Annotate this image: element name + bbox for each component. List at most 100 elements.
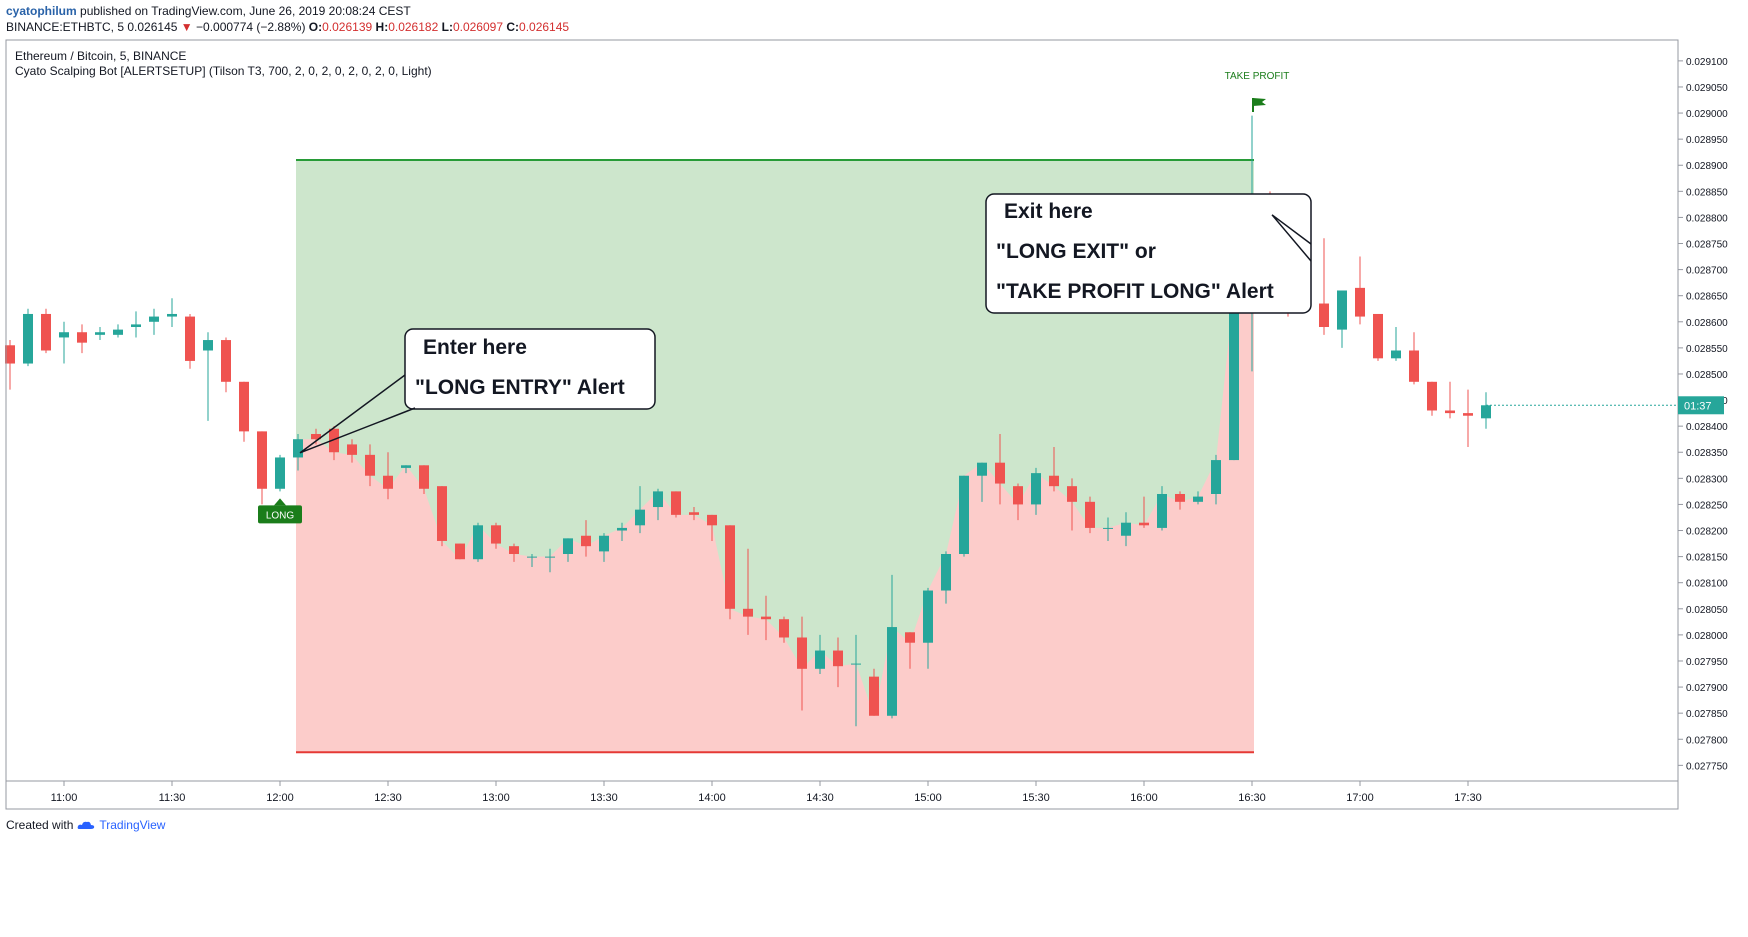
price-tick-label: 0.028800 bbox=[1686, 213, 1728, 224]
price-tick-label: 0.027800 bbox=[1686, 735, 1728, 746]
candle-body bbox=[131, 324, 141, 328]
high-label: H: bbox=[375, 20, 389, 34]
candle bbox=[203, 332, 213, 421]
candle-body bbox=[941, 554, 951, 591]
candle bbox=[95, 327, 105, 341]
long-marker[interactable] bbox=[258, 505, 302, 524]
candle-body bbox=[707, 514, 717, 526]
candle bbox=[1121, 512, 1131, 547]
candle bbox=[149, 308, 159, 335]
candle-body bbox=[77, 332, 87, 343]
candle bbox=[545, 548, 555, 573]
price-tick-label: 0.028750 bbox=[1686, 240, 1728, 251]
candle bbox=[167, 298, 177, 328]
candle-body bbox=[239, 381, 249, 432]
candle bbox=[1013, 483, 1023, 521]
candle bbox=[23, 308, 33, 367]
annotation-callouts: Enter here "LONG ENTRY" Alert Exit here "LO… bbox=[299, 193, 1312, 454]
candle-body bbox=[527, 556, 537, 558]
time-tick-label: 17:00 bbox=[1346, 792, 1374, 804]
candle bbox=[1463, 389, 1473, 448]
author-name[interactable]: cyatophilum bbox=[6, 4, 77, 18]
candle bbox=[1409, 332, 1419, 385]
candle bbox=[275, 454, 285, 492]
last-price-marker: 01:37 bbox=[1486, 396, 1724, 415]
price-tick-label: 0.027900 bbox=[1686, 683, 1728, 694]
candle bbox=[401, 465, 411, 474]
chart-title: Ethereum / Bitcoin, 5, BINANCE bbox=[15, 49, 186, 63]
candle bbox=[1067, 478, 1077, 531]
callout-text: Exit here bbox=[1004, 200, 1093, 223]
candle bbox=[185, 313, 195, 369]
candle-body bbox=[1193, 496, 1203, 502]
indicator-label[interactable]: Cyato Scalping Bot [ALERTSETUP] (Tilson … bbox=[15, 64, 432, 78]
candle bbox=[743, 548, 753, 635]
candle-body bbox=[905, 632, 915, 643]
candle-body bbox=[761, 616, 771, 620]
candle bbox=[1049, 447, 1059, 492]
candle bbox=[509, 543, 519, 562]
callout-text: "LONG EXIT" or bbox=[996, 240, 1156, 263]
time-axis[interactable]: 11:00 11:30 12:00 12:30 13:00 13:30 14:00 14:30… bbox=[51, 781, 1482, 804]
candle bbox=[1481, 392, 1491, 429]
price-tick-label: 0.028650 bbox=[1686, 292, 1728, 303]
candle bbox=[59, 321, 69, 364]
candle bbox=[365, 444, 375, 487]
candle-body bbox=[1175, 493, 1185, 502]
candle bbox=[995, 433, 1005, 505]
candle-body bbox=[869, 676, 879, 716]
candle-body bbox=[59, 332, 69, 338]
candle-body bbox=[617, 527, 627, 531]
published-text: published on TradingView.com, June 26, 2… bbox=[80, 4, 411, 18]
price-tick-label: 0.028100 bbox=[1686, 579, 1728, 590]
price-tick-label: 0.028950 bbox=[1686, 135, 1728, 146]
candle bbox=[5, 340, 15, 390]
candle bbox=[527, 554, 537, 568]
candle-body bbox=[1229, 290, 1239, 461]
close-value: 0.026145 bbox=[519, 20, 570, 34]
candle-body bbox=[95, 332, 105, 335]
callout-text: "LONG ENTRY" Alert bbox=[415, 376, 625, 399]
price-tick-label: 0.027750 bbox=[1686, 761, 1728, 772]
price-tick-label: 0.028700 bbox=[1686, 266, 1728, 277]
candle-body bbox=[167, 313, 177, 317]
time-tick-label: 11:30 bbox=[159, 792, 186, 804]
candle-body bbox=[1121, 522, 1131, 536]
candle-body bbox=[545, 556, 555, 558]
time-tick-label: 13:30 bbox=[590, 792, 618, 804]
time-tick-label: 16:30 bbox=[1238, 792, 1266, 804]
footer: Created with TradingView bbox=[6, 818, 165, 832]
long-marker-arrow bbox=[274, 498, 286, 506]
price-axis[interactable]: 0.029100 0.029050 0.029000 0.028950 0.028900… bbox=[1678, 57, 1728, 772]
candle bbox=[491, 522, 501, 549]
loss-zone bbox=[296, 214, 1254, 753]
low-label: L: bbox=[441, 20, 453, 34]
candle bbox=[563, 538, 573, 562]
tradingview-link[interactable]: TradingView bbox=[99, 818, 166, 832]
time-tick-label: 11:00 bbox=[51, 792, 78, 804]
candle bbox=[1103, 517, 1113, 541]
candle bbox=[473, 522, 483, 562]
price-tick-label: 0.029050 bbox=[1686, 83, 1728, 94]
candle bbox=[707, 514, 717, 541]
candle bbox=[455, 543, 465, 560]
created-with-label: Created with bbox=[6, 818, 74, 832]
candle-body bbox=[581, 535, 591, 547]
candle-body bbox=[1049, 475, 1059, 487]
candle-body bbox=[275, 457, 285, 489]
candle bbox=[437, 486, 447, 547]
time-tick-label: 16:00 bbox=[1130, 792, 1158, 804]
candle bbox=[1337, 290, 1347, 348]
candle-body bbox=[455, 543, 465, 560]
price-tick-label: 0.028900 bbox=[1686, 161, 1728, 172]
candle-body bbox=[347, 444, 357, 455]
candle-body bbox=[1031, 473, 1041, 505]
price-tick-label: 0.028200 bbox=[1686, 527, 1728, 538]
candle bbox=[761, 595, 771, 641]
signal-markers: LONG TAKE PROFIT bbox=[258, 71, 1289, 524]
candle-body bbox=[383, 475, 393, 489]
price-tick-label: 0.028500 bbox=[1686, 370, 1728, 381]
candle-body bbox=[995, 462, 1005, 484]
candle bbox=[959, 475, 969, 557]
